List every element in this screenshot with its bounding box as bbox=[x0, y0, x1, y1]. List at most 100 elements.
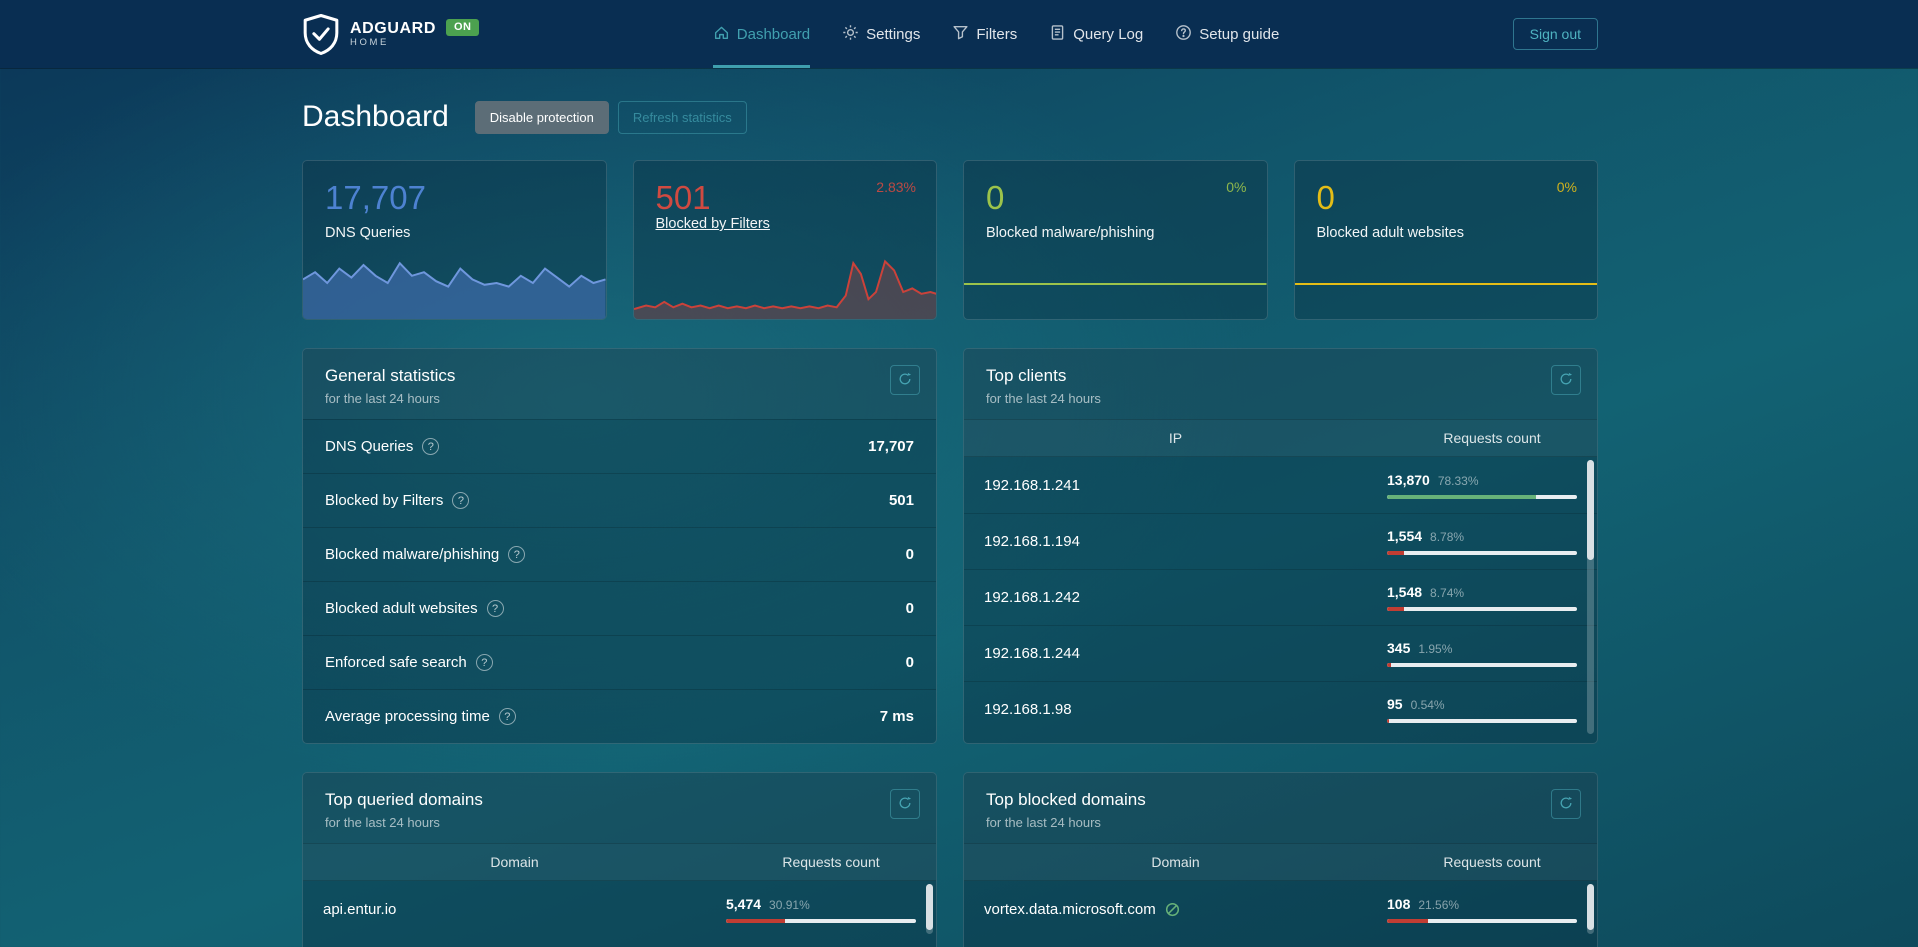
table-row: vortex.data.microsoft.com 108 21.56% bbox=[964, 881, 1597, 937]
refresh-top-clients-button[interactable] bbox=[1551, 365, 1581, 395]
gear-icon bbox=[842, 24, 859, 45]
stat-cards-row: 17,707 DNS Queries 501 2.83% Blocked by … bbox=[302, 160, 1598, 320]
blocked-adult-percent: 0% bbox=[1556, 179, 1577, 195]
nav-label: Setup guide bbox=[1199, 25, 1280, 43]
help-tooltip-icon[interactable] bbox=[452, 492, 470, 509]
panel-title: General statistics bbox=[325, 366, 456, 385]
client-ip-link[interactable]: 192.168.1.241 bbox=[984, 476, 1080, 494]
panel-subtitle: for the last 24 hours bbox=[325, 391, 440, 406]
refresh-top-blocked-domains-button[interactable] bbox=[1551, 789, 1581, 819]
nav-item-settings[interactable]: Settings bbox=[842, 0, 920, 68]
help-tooltip-icon[interactable] bbox=[508, 546, 526, 563]
stat-label: Blocked adult websites bbox=[325, 600, 478, 617]
disable-protection-button[interactable]: Disable protection bbox=[474, 100, 609, 134]
refresh-icon bbox=[1559, 372, 1573, 389]
scrollbar-thumb[interactable] bbox=[926, 884, 933, 930]
panel-title: Top clients bbox=[986, 366, 1067, 385]
stat-label: Average processing time bbox=[325, 708, 490, 725]
column-header-domain: Domain bbox=[1151, 854, 1200, 870]
help-tooltip-icon[interactable] bbox=[475, 654, 493, 671]
card-blocked-by-filters: 501 2.83% Blocked by Filters bbox=[632, 160, 937, 320]
progress-bar-fill bbox=[1387, 918, 1428, 923]
help-tooltip-icon[interactable] bbox=[498, 708, 516, 725]
dns-queries-sparkline bbox=[303, 247, 606, 319]
dns-queries-value: 17,707 bbox=[325, 179, 426, 216]
card-blocked-malware: 0 0% Blocked malware/phishing bbox=[963, 160, 1268, 320]
domain-link[interactable]: api.entur.io bbox=[323, 900, 397, 918]
requests-percent: 78.33% bbox=[1437, 473, 1479, 488]
stat-row-processing-time: Average processing time 7 ms bbox=[303, 689, 936, 743]
blocked-filters-percent: 2.83% bbox=[876, 179, 916, 195]
stat-row-blocked-filters: Blocked by Filters 501 bbox=[303, 473, 936, 527]
requests-percent: 8.74% bbox=[1430, 586, 1465, 600]
scrollbar-track[interactable] bbox=[1587, 884, 1594, 934]
client-ip-link[interactable]: 192.168.1.242 bbox=[984, 589, 1080, 606]
progress-bar-fill bbox=[1387, 551, 1404, 555]
help-tooltip-icon[interactable] bbox=[486, 600, 504, 617]
nav-item-setup-guide[interactable]: Setup guide bbox=[1175, 0, 1279, 68]
stat-row-safe-search: Enforced safe search 0 bbox=[303, 635, 936, 689]
stat-row-dns-queries: DNS Queries 17,707 bbox=[303, 419, 936, 473]
stat-value: 0 bbox=[905, 600, 914, 617]
sign-out-button[interactable]: Sign out bbox=[1512, 18, 1598, 50]
progress-bar bbox=[726, 918, 916, 923]
nav-label: Settings bbox=[866, 25, 921, 43]
refresh-icon bbox=[898, 796, 912, 813]
nav-item-dashboard[interactable]: Dashboard bbox=[712, 0, 811, 68]
panel-subtitle: for the last 24 hours bbox=[986, 815, 1101, 830]
top-queried-table-body: api.entur.io 5,474 30.91% bbox=[303, 881, 936, 937]
nav-label: Dashboard bbox=[736, 25, 811, 43]
refresh-icon bbox=[898, 372, 912, 389]
progress-bar bbox=[1387, 551, 1577, 555]
stat-label: DNS Queries bbox=[325, 438, 414, 455]
domain-link[interactable]: vortex.data.microsoft.com bbox=[984, 900, 1156, 918]
blocked-adult-sparkline bbox=[1295, 179, 1598, 319]
refresh-top-queried-domains-button[interactable] bbox=[890, 789, 920, 819]
blocked-malware-sparkline bbox=[964, 179, 1267, 319]
client-ip-link[interactable]: 192.168.1.244 bbox=[984, 645, 1080, 662]
stat-value: 501 bbox=[888, 492, 914, 509]
nav-item-query-log[interactable]: Query Log bbox=[1049, 0, 1143, 68]
column-header-domain: Domain bbox=[490, 854, 539, 870]
scrollbar-track[interactable] bbox=[1587, 460, 1594, 734]
adguard-home-logo[interactable]: ADGUARD HOME ON bbox=[302, 0, 480, 68]
requests-count: 1,554 bbox=[1387, 528, 1423, 544]
general-statistics-panel: General statistics for the last 24 hours… bbox=[302, 348, 937, 744]
refresh-general-statistics-button[interactable] bbox=[890, 365, 920, 395]
client-ip-link[interactable]: 192.168.1.194 bbox=[984, 533, 1080, 550]
top-blocked-table-body: vortex.data.microsoft.com 108 21.56% bbox=[964, 881, 1597, 937]
progress-bar-fill bbox=[726, 918, 785, 923]
blocked-adult-label: Blocked adult websites bbox=[1316, 225, 1465, 241]
client-ip-link[interactable]: 192.168.1.98 bbox=[984, 701, 1072, 718]
requests-count: 345 bbox=[1387, 640, 1411, 656]
scrollbar-track[interactable] bbox=[926, 884, 933, 934]
stat-label: Blocked by Filters bbox=[325, 492, 444, 509]
blocked-malware-label: Blocked malware/phishing bbox=[986, 225, 1155, 241]
scrollbar-thumb[interactable] bbox=[1587, 884, 1594, 930]
middle-panels-row: General statistics for the last 24 hours… bbox=[302, 348, 1598, 744]
top-clients-table-body: 192.168.1.241 13,870 78.33% 192.168.1.194… bbox=[964, 457, 1597, 737]
progress-bar bbox=[1387, 663, 1577, 667]
nav-label: Filters bbox=[976, 25, 1018, 43]
requests-percent: 30.91% bbox=[769, 897, 810, 912]
blocked-by-filters-link[interactable]: Blocked by Filters bbox=[655, 216, 770, 232]
requests-count: 5,474 bbox=[726, 895, 762, 912]
nav-label: Query Log bbox=[1073, 25, 1144, 43]
nav-item-filters[interactable]: Filters bbox=[952, 0, 1017, 68]
progress-bar bbox=[1387, 607, 1577, 611]
requests-count: 108 bbox=[1387, 895, 1411, 912]
refresh-icon bbox=[1559, 796, 1573, 813]
progress-bar bbox=[1387, 494, 1577, 499]
brand-name: ADGUARD bbox=[350, 20, 436, 37]
scrollbar-thumb[interactable] bbox=[1587, 460, 1594, 560]
column-header-requests: Requests count bbox=[782, 854, 880, 870]
stat-label: Blocked malware/phishing bbox=[325, 546, 500, 563]
dns-queries-label: DNS Queries bbox=[325, 225, 411, 241]
card-blocked-adult: 0 0% Blocked adult websites bbox=[1293, 160, 1598, 320]
funnel-icon bbox=[952, 24, 969, 45]
refresh-statistics-button[interactable]: Refresh statistics bbox=[617, 100, 747, 134]
stat-label: Enforced safe search bbox=[325, 654, 467, 671]
top-queried-domains-panel: Top queried domains for the last 24 hour… bbox=[302, 772, 937, 947]
help-tooltip-icon[interactable] bbox=[422, 438, 440, 455]
progress-bar-fill bbox=[1387, 494, 1536, 499]
